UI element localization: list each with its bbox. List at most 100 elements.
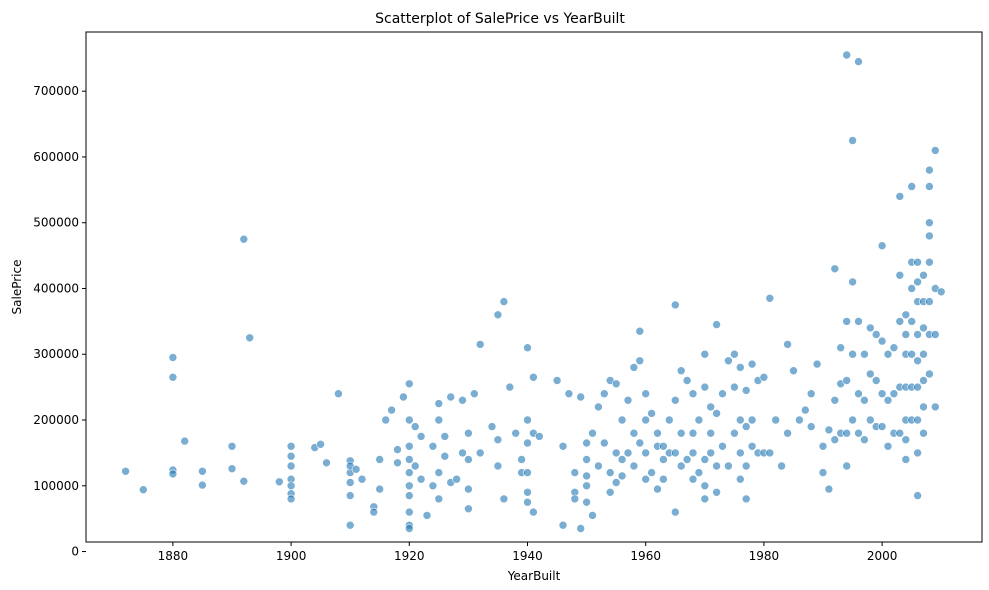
plot-frame [85, 31, 983, 543]
data-point [635, 438, 645, 448]
data-point [907, 317, 917, 326]
data-point [771, 415, 781, 425]
data-point [694, 468, 704, 477]
data-point [345, 520, 355, 530]
data-point [925, 182, 934, 191]
data-point [322, 458, 331, 468]
data-point [901, 455, 911, 464]
data-point [659, 474, 668, 484]
data-point [404, 441, 414, 451]
data-point [576, 392, 586, 402]
data-point [523, 487, 532, 497]
data-point [682, 455, 692, 464]
data-point [919, 323, 928, 333]
data-point [469, 389, 479, 399]
data-point [505, 382, 515, 392]
data-point [700, 455, 710, 464]
data-point [824, 484, 834, 494]
data-point [517, 455, 526, 464]
data-point [381, 415, 391, 425]
data-point [919, 402, 928, 412]
data-point [487, 422, 497, 431]
data-point [121, 466, 130, 476]
data-point [854, 389, 863, 399]
data-point [848, 277, 857, 287]
data-point [670, 300, 680, 310]
data-point [842, 317, 852, 326]
data-point [913, 277, 922, 287]
data-point [730, 382, 739, 392]
data-point [464, 484, 473, 494]
data-point [180, 436, 189, 446]
data-point [599, 389, 609, 399]
data-point [925, 165, 934, 175]
data-point [558, 441, 568, 451]
data-point [375, 484, 385, 494]
data-point [623, 395, 633, 405]
data-point [735, 363, 745, 372]
data-point [286, 441, 296, 451]
data-point [901, 435, 911, 445]
data-point [611, 478, 621, 487]
x-axis-label: YearBuilt [507, 569, 561, 583]
data-point [676, 461, 686, 471]
data-point [404, 379, 414, 389]
data-point [836, 343, 846, 353]
data-point [464, 455, 473, 464]
data-point [759, 372, 769, 382]
data-point [670, 395, 680, 405]
data-point [239, 234, 249, 244]
data-point [877, 389, 887, 399]
data-point [700, 494, 710, 504]
data-point [712, 409, 721, 418]
data-point [735, 415, 745, 425]
y-axis-label: SalePrice [10, 260, 24, 315]
data-point [883, 349, 893, 359]
data-point [428, 481, 438, 491]
x-tick-label: 1940 [512, 549, 543, 563]
data-point [345, 491, 355, 500]
data-point [286, 461, 296, 471]
data-point [605, 468, 615, 477]
chart-title: Scatterplot of SalePrice vs YearBuilt [375, 11, 625, 27]
data-point [907, 349, 917, 359]
data-point [647, 409, 656, 418]
data-point [274, 477, 284, 487]
data-point [842, 376, 852, 385]
y-tick-label: 100000 [33, 479, 79, 493]
data-point [576, 524, 586, 533]
data-point [925, 369, 934, 379]
data-point [227, 441, 237, 451]
data-point [198, 466, 207, 476]
data-point [895, 192, 905, 201]
data-points [121, 50, 946, 533]
data-point [641, 474, 651, 484]
data-point [706, 428, 716, 438]
data-point [588, 511, 597, 520]
data-point [676, 428, 686, 438]
data-point [676, 366, 686, 376]
data-point [582, 438, 591, 448]
data-point [139, 485, 148, 495]
data-point [848, 415, 857, 425]
data-point [653, 484, 662, 494]
data-point [842, 428, 852, 438]
data-point [286, 494, 296, 504]
data-point [925, 231, 934, 241]
data-point [688, 448, 698, 458]
data-point [930, 402, 940, 412]
data-point [440, 432, 450, 441]
data-point [724, 461, 733, 471]
data-point [741, 494, 751, 504]
data-point [877, 336, 887, 346]
data-point [747, 441, 757, 451]
data-point [735, 448, 745, 458]
data-point [712, 461, 721, 471]
data-point [741, 461, 751, 471]
data-point [936, 287, 946, 297]
data-point [286, 481, 296, 491]
data-point [410, 461, 420, 471]
data-point [659, 441, 668, 451]
data-point [629, 363, 639, 372]
data-point [747, 359, 757, 369]
